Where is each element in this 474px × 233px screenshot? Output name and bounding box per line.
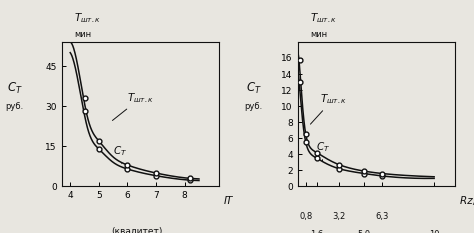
Text: 3,2: 3,2	[333, 212, 346, 221]
Text: руб.: руб.	[245, 103, 263, 111]
Text: мин: мин	[310, 30, 328, 39]
Text: Rz, мкм: Rz, мкм	[460, 196, 474, 206]
Text: (квалитет): (квалитет)	[111, 227, 163, 233]
Text: $C_T$: $C_T$	[113, 144, 128, 164]
Text: 5,0: 5,0	[358, 230, 371, 233]
Text: $T_{\mathregular{шт.к}}$: $T_{\mathregular{шт.к}}$	[74, 11, 101, 25]
Text: мин: мин	[74, 30, 91, 39]
Text: $C_T$: $C_T$	[316, 140, 330, 161]
Text: $C_T$: $C_T$	[246, 81, 262, 96]
Text: $T_{\mathregular{шт.к}}$: $T_{\mathregular{шт.к}}$	[112, 91, 155, 120]
Text: руб.: руб.	[5, 103, 24, 111]
Text: $T_{\mathregular{шт.к}}$: $T_{\mathregular{шт.к}}$	[310, 92, 347, 124]
Text: 6,3: 6,3	[376, 212, 389, 221]
Text: IT: IT	[224, 196, 233, 206]
Text: 0,8: 0,8	[299, 212, 312, 221]
Text: $T_{\mathregular{шт.к}}$: $T_{\mathregular{шт.к}}$	[310, 11, 337, 25]
Text: 10: 10	[429, 230, 439, 233]
Text: 1,6: 1,6	[310, 230, 324, 233]
Text: $C_T$: $C_T$	[7, 81, 22, 96]
